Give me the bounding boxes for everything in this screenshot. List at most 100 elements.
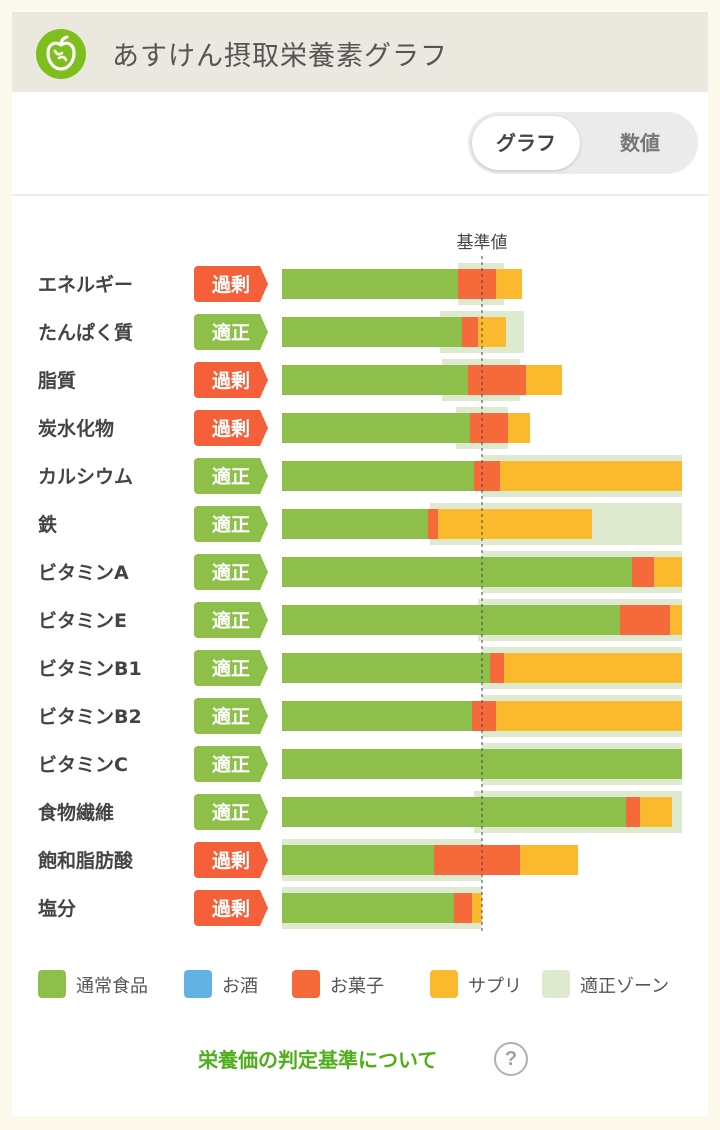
legend-label: サプリ	[468, 976, 522, 997]
status-badge-label: 適正	[212, 705, 250, 728]
bar-segment	[282, 269, 458, 299]
status-badge	[194, 746, 268, 782]
bar-segment	[508, 413, 530, 443]
status-badge	[194, 458, 268, 494]
category-label: ビタミンA	[38, 562, 129, 584]
category-label: 食物繊維	[38, 801, 114, 824]
bar-segment	[654, 557, 682, 587]
nutrient-graph-card: あすけん摂取栄養素グラフ グラフ 数値 基準値 エネルギー 過剰 たんぱく質 適正 脂質過…	[12, 12, 708, 1116]
category-label: 鉄	[38, 513, 57, 536]
bar-segment	[640, 797, 672, 827]
legend-label: お菓子	[330, 976, 384, 997]
status-badge	[194, 602, 268, 638]
status-badge-label: 過剰	[212, 273, 250, 296]
bar-segment	[470, 413, 508, 443]
legend-label: 通常食品	[76, 976, 148, 997]
bar-segment	[282, 413, 470, 443]
status-badge	[194, 890, 268, 926]
category-label: ビタミンC	[38, 754, 128, 776]
bar-segment	[474, 461, 500, 491]
bar-segment	[282, 845, 434, 875]
category-label: ビタミンB2	[38, 706, 142, 728]
legend-swatch	[292, 970, 320, 998]
status-badge-label: 適正	[212, 801, 250, 824]
bar-segment	[282, 317, 462, 347]
reference-value-label: 基準値	[457, 233, 508, 253]
status-badge-label: 過剰	[212, 849, 250, 872]
bar-segment	[520, 845, 578, 875]
status-badge	[194, 362, 268, 398]
bar-segment	[282, 893, 454, 923]
status-badge-label: 適正	[212, 609, 250, 632]
status-badge-label: 適正	[212, 465, 250, 488]
tab-graph[interactable]: グラフ	[472, 116, 580, 170]
status-badge-label: 適正	[212, 321, 250, 344]
bar-segment	[282, 557, 632, 587]
bar-segment	[282, 701, 472, 731]
bar-segment	[472, 893, 482, 923]
status-badge-label: 過剰	[212, 897, 250, 920]
status-badge-label: 適正	[212, 513, 250, 536]
category-label: 脂質	[38, 369, 76, 392]
bar-segment	[438, 509, 592, 539]
bar-segment	[472, 701, 496, 731]
bar-segment	[434, 845, 520, 875]
header: あすけん摂取栄養素グラフ	[12, 12, 708, 92]
bar-segment	[670, 605, 682, 635]
tab-values[interactable]: 数値	[620, 131, 660, 155]
bar-segment	[526, 365, 562, 395]
bar-segment	[496, 701, 682, 731]
bar-segment	[626, 797, 640, 827]
criteria-link[interactable]: 栄養価の判定基準について	[198, 1048, 438, 1072]
status-badge	[194, 410, 268, 446]
question-icon[interactable]: ?	[494, 1042, 528, 1076]
status-badge-label: 適正	[212, 561, 250, 584]
page-title: あすけん摂取栄養素グラフ	[112, 41, 448, 72]
status-badge	[194, 794, 268, 830]
status-badge	[194, 266, 268, 302]
category-label: たんぱく質	[38, 321, 133, 344]
bar-segment	[462, 317, 478, 347]
bar-segment	[282, 653, 490, 683]
category-label: ビタミンB1	[38, 658, 142, 680]
bar-segment	[282, 605, 620, 635]
bar-segment	[632, 557, 654, 587]
status-badge-label: 適正	[212, 753, 250, 776]
bar-segment	[282, 797, 626, 827]
divider	[12, 194, 708, 196]
bar-segment	[428, 509, 438, 539]
bar-segment	[500, 461, 682, 491]
bar-segment	[458, 269, 496, 299]
legend-label: 適正ゾーン	[580, 976, 670, 997]
view-toggle: グラフ 数値	[468, 112, 698, 174]
category-label: ビタミンE	[38, 610, 127, 632]
status-badge-label: 過剰	[212, 417, 250, 440]
legend-swatch	[430, 970, 458, 998]
apple-icon	[36, 29, 86, 79]
bar-segment	[282, 461, 474, 491]
status-badge	[194, 842, 268, 878]
bar-segment	[504, 653, 682, 683]
bar-segment	[490, 653, 504, 683]
bar-segment	[478, 317, 506, 347]
status-badge	[194, 650, 268, 686]
bar-segment	[282, 509, 428, 539]
bar-segment	[454, 893, 472, 923]
legend-swatch	[38, 970, 66, 998]
bar-segment	[468, 365, 526, 395]
category-label: カルシウム	[38, 466, 133, 488]
bar-segment	[620, 605, 670, 635]
status-badge-label: 過剰	[212, 369, 250, 392]
status-badge	[194, 698, 268, 734]
status-badge-label: 適正	[212, 657, 250, 680]
legend-swatch	[542, 970, 570, 998]
category-label: 飽和脂肪酸	[37, 849, 134, 872]
legend-swatch	[184, 970, 212, 998]
category-label: 塩分	[38, 897, 76, 920]
status-badge	[194, 506, 268, 542]
category-label: エネルギー	[38, 274, 133, 296]
bar-segment	[282, 365, 468, 395]
status-badge	[194, 314, 268, 350]
legend-label: お酒	[222, 976, 258, 997]
